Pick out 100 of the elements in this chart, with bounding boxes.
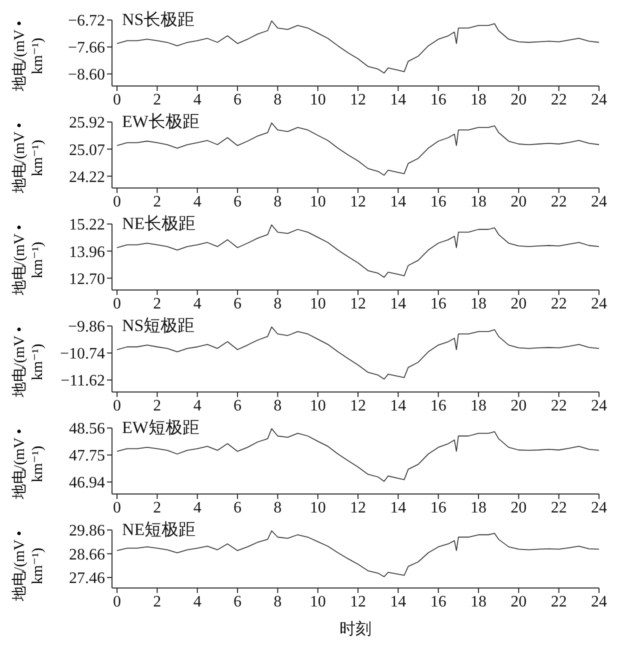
x-tick-label: 10 <box>310 295 326 312</box>
x-tick-label: 20 <box>510 397 527 414</box>
x-tick-label: 22 <box>550 397 567 414</box>
x-tick-label: 16 <box>430 193 446 210</box>
y-tick-label: 13.96 <box>69 244 105 261</box>
x-tick-label: 12 <box>350 295 366 312</box>
x-tick-label: 2 <box>153 499 162 516</box>
x-tick-label: 4 <box>193 397 202 414</box>
x-tick-label: 8 <box>274 295 282 312</box>
x-tick-label: 10 <box>310 397 326 414</box>
y-tick-label: 29.86 <box>69 522 105 540</box>
x-tick-label: 18 <box>470 91 487 108</box>
x-tick-label: 6 <box>234 193 242 210</box>
chart-title: NS长极距 <box>122 9 195 31</box>
y-axis-title: 地电/(mV • km⁻¹) <box>11 530 47 604</box>
x-tick-label: 14 <box>390 397 406 414</box>
chart-title: NS短极距 <box>122 315 195 337</box>
x-tick-label: 10 <box>310 91 326 108</box>
x-tick-label: 6 <box>234 499 242 516</box>
x-tick-label: 14 <box>390 295 406 312</box>
x-tick-label: 4 <box>193 295 202 312</box>
x-tick-label: 0 <box>113 499 122 516</box>
x-tick-label: 0 <box>113 295 122 312</box>
x-tick-label: 18 <box>470 193 487 210</box>
x-tick-label: 0 <box>113 593 122 610</box>
x-axis-title: 时刻 <box>340 620 372 638</box>
x-tick-label: 18 <box>470 397 487 414</box>
x-tick-label: 2 <box>153 193 162 210</box>
chart-title: EW短极距 <box>122 417 200 439</box>
y-tick-label: −9.86 <box>68 318 105 336</box>
x-tick-label: 20 <box>510 91 527 108</box>
y-tick-label: 25.07 <box>69 142 105 159</box>
x-tick-label: 18 <box>470 593 487 610</box>
x-tick-label: 4 <box>193 193 202 210</box>
x-tick-label: 14 <box>390 193 406 210</box>
x-tick-label: 6 <box>234 397 242 414</box>
x-tick-label: 18 <box>470 499 487 516</box>
x-tick-label: 6 <box>234 295 242 312</box>
x-tick-label: 24 <box>591 397 607 414</box>
y-tick-label: −10.74 <box>60 346 105 363</box>
y-axis-title: 地电/(mV • km⁻¹) <box>11 122 47 196</box>
x-tick-label: 24 <box>591 193 607 210</box>
x-tick-label: 20 <box>510 593 527 610</box>
x-tick-label: 16 <box>430 91 446 108</box>
y-tick-label: 25.92 <box>69 114 105 132</box>
y-tick-label: −8.60 <box>68 66 105 84</box>
y-axis-title: 地电/(mV • km⁻¹) <box>11 326 47 400</box>
x-tick-label: 22 <box>550 295 567 312</box>
x-tick-label: 6 <box>234 91 242 108</box>
chart-title: EW长极距 <box>122 111 200 133</box>
x-tick-label: 22 <box>550 593 567 610</box>
x-tick-label: 4 <box>193 499 202 516</box>
x-tick-label: 16 <box>430 593 446 610</box>
x-tick-label: 20 <box>510 295 527 312</box>
y-tick-label: 28.66 <box>69 546 105 564</box>
x-tick-label: 24 <box>591 593 607 610</box>
x-tick-label: 2 <box>153 593 162 610</box>
chart-title: NE长极距 <box>122 213 196 235</box>
x-tick-label: 22 <box>550 193 567 210</box>
x-tick-label: 12 <box>350 91 366 108</box>
x-tick-label: 8 <box>274 593 282 610</box>
x-tick-label: 12 <box>350 397 366 414</box>
x-tick-label: 20 <box>510 193 527 210</box>
x-tick-label: 24 <box>591 295 607 312</box>
x-tick-label: 10 <box>310 499 326 516</box>
x-tick-label: 8 <box>274 499 282 516</box>
y-tick-label: 12.70 <box>69 270 105 288</box>
y-tick-label: 46.94 <box>69 474 105 492</box>
x-tick-label: 10 <box>310 593 326 610</box>
x-tick-label: 12 <box>350 593 366 610</box>
y-tick-label: −6.72 <box>68 12 105 30</box>
y-axis-title: 地电/(mV • km⁻¹) <box>11 224 47 298</box>
x-tick-label: 8 <box>274 193 282 210</box>
x-tick-label: 18 <box>470 295 487 312</box>
chart-title: NE短极距 <box>122 519 196 541</box>
x-tick-label: 8 <box>274 91 282 108</box>
x-tick-label: 14 <box>390 593 406 610</box>
x-tick-label: 0 <box>113 397 122 414</box>
x-tick-label: 12 <box>350 499 366 516</box>
x-tick-label: 2 <box>153 91 162 108</box>
y-tick-label: 47.75 <box>69 448 105 465</box>
x-tick-label: 2 <box>153 295 162 312</box>
y-tick-label: −7.66 <box>68 40 105 57</box>
y-axis-title: 地电/(mV • km⁻¹) <box>11 428 47 502</box>
x-tick-label: 12 <box>350 193 366 210</box>
y-tick-label: 48.56 <box>69 420 105 438</box>
y-tick-label: −11.62 <box>60 372 105 390</box>
x-tick-label: 22 <box>550 499 567 516</box>
x-tick-label: 16 <box>430 295 446 312</box>
x-tick-label: 0 <box>113 91 122 108</box>
x-tick-label: 16 <box>430 397 446 414</box>
x-tick-label: 22 <box>550 91 567 108</box>
x-tick-label: 20 <box>510 499 527 516</box>
x-tick-label: 16 <box>430 499 446 516</box>
x-tick-label: 6 <box>234 593 242 610</box>
y-tick-label: 27.46 <box>69 570 105 588</box>
y-tick-label: 24.22 <box>69 168 105 186</box>
y-tick-label: 15.22 <box>69 216 105 234</box>
x-tick-label: 14 <box>390 499 406 516</box>
x-tick-label: 0 <box>113 193 122 210</box>
